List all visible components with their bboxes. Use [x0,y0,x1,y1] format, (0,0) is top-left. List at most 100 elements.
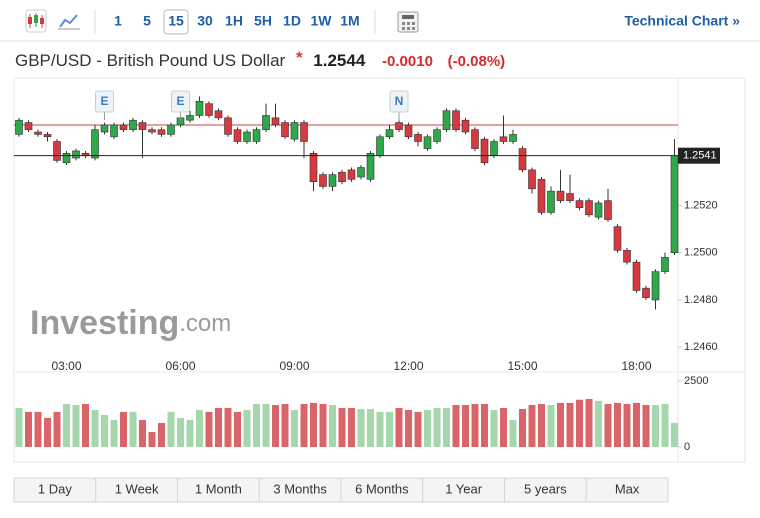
volume-bar [614,402,621,447]
volume-bar [243,410,251,447]
last-price-label: 1.2541 [683,150,717,162]
volume-bar [414,411,422,447]
range-label[interactable]: 1 Year [445,481,483,496]
settings-icon[interactable] [397,11,419,33]
volume-tick-label: 0 [684,441,690,453]
volume-bar [110,420,118,447]
y-tick-label: 1.2460 [684,341,718,353]
range-label[interactable]: 1 Week [115,481,159,496]
range-label[interactable]: 6 Months [355,481,409,496]
event-marker[interactable] [95,90,114,113]
interval-button[interactable]: 30 [197,13,213,29]
candle-body [376,136,384,156]
candle-body [556,190,565,201]
candle-body [632,261,641,291]
candle-body [167,124,175,135]
volume-bar [509,420,517,447]
last-price: 1.2544 [313,51,366,70]
candle-body [613,226,622,251]
volume-bar [44,417,51,447]
volume-bar [72,405,80,447]
range-label[interactable]: 5 years [524,481,567,496]
range-button[interactable] [258,477,342,503]
volume-bar [319,403,327,447]
range-label[interactable]: 3 Months [273,481,327,496]
event-marker[interactable] [389,90,409,113]
candle-body [499,136,508,142]
watermark: Investing.com [30,304,231,342]
last-price-box [678,147,720,164]
volume-bar [224,407,232,447]
range-label[interactable]: Max [615,481,640,496]
range-button[interactable] [13,477,97,503]
volume-bar [433,407,441,447]
candle-body [385,129,394,138]
candle-body [471,129,479,149]
candle-icon[interactable] [25,9,47,33]
volume-bar [291,410,298,447]
interval-button[interactable]: 1D [283,13,301,29]
watermark-domain: .com [179,310,231,337]
volume-bar [566,402,574,447]
volume-bar [424,410,431,447]
volume-bar [547,405,555,447]
candle-body [24,122,33,130]
volume-bar [272,405,279,447]
x-tick-label: 15:00 [507,359,537,373]
volume-bar [329,405,336,447]
x-tick-label: 12:00 [393,359,423,373]
line-icon[interactable] [58,14,80,30]
interval-button[interactable]: 5 [143,13,151,29]
volume-bar [186,420,194,447]
y-tick-label: 1.2480 [684,294,718,306]
event-label: E [100,94,108,108]
volume-bar [576,399,583,447]
volume-bar [357,408,365,447]
volume-bar [633,402,640,447]
interval-button[interactable]: 1W [311,13,333,29]
interval-button[interactable]: 1M [340,13,359,29]
volume-bar [120,411,127,447]
candle-body [347,169,356,180]
range-label[interactable]: 1 Month [195,481,242,496]
candle-body [404,124,413,138]
candle-body [357,167,365,178]
range-button[interactable] [585,477,669,503]
candle-body [661,257,669,272]
volume-bar [234,411,241,447]
candle-body [243,131,251,142]
watermark-brand: Investing [30,304,179,342]
candle-body [490,141,498,156]
candle-body [509,134,517,142]
interval-button[interactable]: 1H [225,13,243,29]
candle-body [262,115,270,130]
candle-body [423,136,432,149]
event-marker[interactable] [171,90,190,113]
candle-body [537,179,546,213]
volume-bar [338,407,346,447]
volume-bar [215,407,222,447]
candle-body [328,174,337,187]
volume-bar [557,402,564,447]
x-tick-label: 18:00 [621,359,651,373]
range-button[interactable] [504,477,587,503]
candle-body [594,202,603,218]
technical-chart-link[interactable]: Technical Chart » [624,13,740,29]
range-label[interactable]: 1 Day [38,481,72,496]
range-button[interactable] [95,477,178,503]
event-label: E [176,94,184,108]
candle-body [642,287,650,298]
candle-body [233,129,242,142]
volume-bar [395,407,403,447]
candle-body [34,131,42,135]
volume-bar [490,410,498,447]
candle-body [395,122,403,130]
chart-frame [13,77,746,463]
volume-bar [15,407,23,447]
interval-button[interactable]: 15 [168,13,184,29]
interval-button[interactable]: 5H [254,13,272,29]
volume-bar [139,420,146,447]
interval-button[interactable]: 1 [114,13,122,29]
candle-body [15,119,23,135]
x-tick-label: 09:00 [279,359,309,373]
